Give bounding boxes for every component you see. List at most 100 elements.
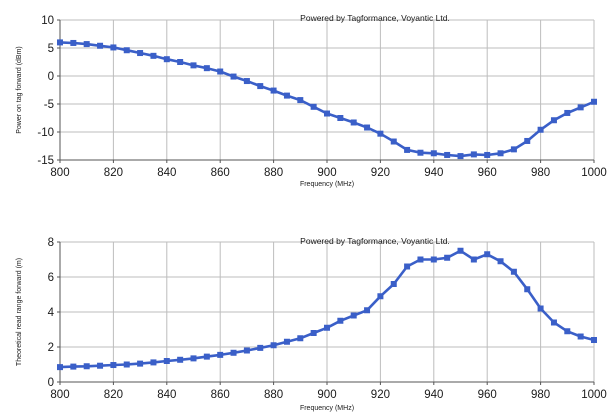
- data-point: [83, 41, 90, 48]
- data-point: [591, 98, 597, 105]
- data-point: [337, 317, 344, 324]
- y-tick-label: 2: [48, 342, 54, 354]
- chart-2: 800 820 840 860 880 900 920 940 960 980 1000 8 6 4 2 0 P…: [16, 236, 607, 412]
- x-tick-label: 880: [264, 167, 283, 179]
- data-point: [457, 247, 464, 254]
- data-point: [217, 351, 224, 358]
- y-tick-label: 0: [48, 71, 54, 83]
- data-point: [150, 52, 157, 59]
- x-axis-label: Frequency (MHz): [300, 405, 354, 412]
- data-point: [510, 268, 517, 275]
- x-tick-label: 980: [531, 167, 550, 179]
- data-point: [430, 150, 437, 157]
- data-point: [324, 324, 330, 331]
- data-point: [283, 338, 290, 345]
- data-point: [70, 39, 77, 46]
- y-tick-label: 5: [48, 43, 54, 55]
- data-point: [591, 337, 597, 343]
- data-point: [537, 126, 544, 133]
- data-point: [243, 347, 250, 354]
- x-tick-label: 880: [264, 389, 283, 401]
- credit-text: Powered by Tagformance, Voyantic Ltd.: [300, 236, 450, 246]
- data-point: [270, 342, 277, 349]
- x-tick-label: 820: [104, 389, 123, 401]
- data-point: [270, 87, 277, 94]
- data-point: [257, 83, 264, 90]
- data-point: [350, 312, 357, 319]
- x-tick-label: 820: [104, 167, 123, 179]
- y-tick-label: 10: [41, 15, 54, 27]
- x-tick-label: 960: [478, 389, 497, 401]
- y-axis-label: Power on tag forward (dBm): [16, 46, 23, 134]
- data-point: [537, 305, 544, 312]
- x-tick-label: 1000: [581, 389, 607, 401]
- data-point: [57, 364, 63, 371]
- x-tick-label: 800: [50, 167, 69, 179]
- data-point: [70, 363, 77, 370]
- y-axis-label: Theoretical read range forward (m): [16, 258, 23, 366]
- data-point: [110, 44, 117, 51]
- data-point: [484, 251, 491, 258]
- data-point: [577, 333, 584, 340]
- data-point: [283, 92, 290, 99]
- x-tick-label: 840: [157, 167, 176, 179]
- data-point: [310, 103, 317, 110]
- x-tick-label: 840: [157, 389, 176, 401]
- data-point: [163, 56, 170, 63]
- data-point: [57, 39, 63, 46]
- x-tick-label: 900: [317, 167, 336, 179]
- y-tick-label: 6: [48, 272, 54, 284]
- data-point: [430, 256, 437, 263]
- data-point: [377, 130, 384, 137]
- data-point: [524, 137, 531, 144]
- data-point: [337, 115, 344, 121]
- x-tick-label: 980: [531, 389, 550, 401]
- data-point: [83, 363, 90, 370]
- data-point: [150, 359, 157, 366]
- data-point: [310, 330, 317, 336]
- data-point: [203, 353, 210, 360]
- data-point: [444, 254, 451, 261]
- data-point: [163, 358, 170, 364]
- x-tick-label: 860: [211, 389, 230, 401]
- data-point: [123, 47, 130, 54]
- data-point: [564, 109, 571, 116]
- data-point: [297, 97, 304, 104]
- data-point: [230, 349, 237, 356]
- y-tick-label: -15: [37, 155, 54, 167]
- data-point: [470, 256, 477, 263]
- data-point: [404, 146, 411, 153]
- data-point: [550, 117, 557, 124]
- data-point: [390, 281, 397, 287]
- y-tick-label: -5: [44, 99, 54, 111]
- y-tick-label: -10: [37, 127, 54, 139]
- data-point: [177, 356, 184, 363]
- data-point: [457, 153, 464, 160]
- data-point: [404, 263, 411, 270]
- data-point: [377, 293, 384, 300]
- x-axis-label: Frequency (MHz): [300, 181, 354, 188]
- x-tick-label: 860: [211, 167, 230, 179]
- x-tick-label: 960: [478, 167, 497, 179]
- data-point: [350, 119, 357, 126]
- data-point: [324, 110, 330, 117]
- data-point: [577, 104, 584, 111]
- data-point: [297, 335, 304, 342]
- data-point: [190, 62, 197, 69]
- data-point: [484, 151, 491, 158]
- data-point: [203, 65, 210, 72]
- data-point: [97, 362, 104, 369]
- x-tick-label: 940: [424, 389, 443, 401]
- data-point: [123, 361, 130, 368]
- x-tick-label: 1000: [581, 167, 607, 179]
- chart-1: 800 820 840 860 880 900 920 940 960 980 1000 10 5 0 -5…: [16, 13, 607, 188]
- data-point: [190, 355, 197, 362]
- data-point: [390, 138, 397, 145]
- data-point: [510, 146, 517, 153]
- data-point: [417, 149, 424, 156]
- data-point: [137, 360, 144, 367]
- x-tick-label: 920: [371, 167, 390, 179]
- data-point: [497, 258, 504, 265]
- data-point: [470, 151, 477, 158]
- data-point: [97, 42, 104, 49]
